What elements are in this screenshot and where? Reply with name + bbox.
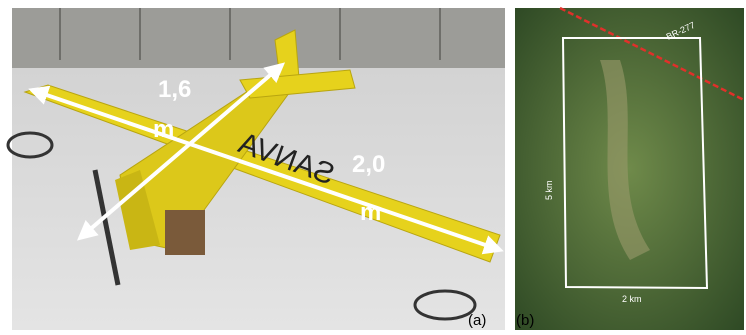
wingspan-value: 2,0 — [352, 151, 385, 178]
wingspan-unit: m — [360, 199, 381, 226]
photo-panel: SANVA 1,6 m 2,0 m (a) — [8, 8, 505, 330]
satellite-panel: BR-277 5 km 2 km (b) — [515, 8, 744, 330]
length-unit: m — [153, 116, 174, 143]
figure: SANVA 1,6 m 2,0 m (a) BR-277 5 km 2 km (… — [0, 0, 746, 335]
panel-label: (b) — [516, 312, 534, 329]
height-label: 5 km — [544, 180, 554, 200]
length-value: 1,6 — [158, 76, 191, 103]
width-label: 2 km — [622, 294, 642, 304]
wall — [12, 8, 505, 68]
satellite-image — [515, 8, 744, 330]
panel-label: (a) — [468, 312, 486, 329]
